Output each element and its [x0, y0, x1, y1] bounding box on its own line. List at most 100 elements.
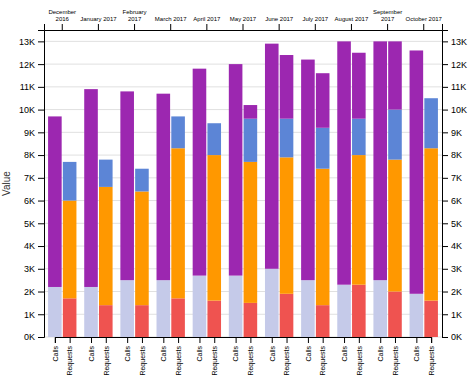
tick-label: 1K: [24, 310, 35, 320]
tick: Requests: [103, 337, 111, 376]
bar: [373, 280, 387, 337]
tick-label: 11K: [451, 82, 466, 92]
tick-mark: [442, 155, 448, 156]
tick: Calls: [377, 337, 384, 362]
tick: Calls: [88, 337, 95, 362]
tick: Requests: [356, 337, 364, 376]
bar: [135, 169, 149, 192]
tick-label: Requests: [175, 346, 183, 376]
tick-label: 2K: [24, 287, 35, 297]
bar: [48, 287, 62, 337]
bar: [265, 269, 279, 337]
tick-label: September2017: [373, 9, 402, 22]
tick-label: Requests: [392, 346, 400, 376]
tick: Calls: [305, 337, 312, 362]
tick: 9K: [442, 128, 462, 138]
bar: [157, 94, 171, 280]
tick-label: Requests: [428, 346, 436, 376]
tick-label: 9K: [451, 128, 462, 138]
tick-label: Calls: [160, 346, 167, 362]
bar: [120, 280, 134, 337]
tick-mark: [442, 41, 448, 42]
grid: [44, 41, 442, 337]
tick-mark: [442, 110, 448, 111]
bar: [352, 155, 366, 285]
tick-label: Calls: [269, 346, 276, 362]
tick: 1K: [24, 310, 44, 320]
bar: [63, 298, 77, 337]
tick-mark: [62, 24, 63, 30]
tick-label: 6K: [451, 196, 462, 206]
tick-mark: [38, 292, 44, 293]
axis-line: [443, 31, 449, 338]
tick-mark: [442, 337, 448, 338]
tick: February2017: [123, 9, 147, 30]
tick-label: Calls: [52, 346, 59, 362]
bar: [244, 105, 258, 119]
tick-label: 7K: [24, 173, 35, 183]
tick-mark: [38, 41, 44, 42]
tick: June 2017: [265, 16, 294, 30]
tick-mark: [442, 314, 448, 315]
tick-mark: [91, 337, 92, 343]
tick: 3K: [24, 264, 44, 274]
tick-label: Calls: [196, 346, 203, 362]
bar: [244, 162, 258, 303]
tick: 8K: [442, 150, 462, 160]
tick: Requests: [247, 337, 255, 376]
tick: 4K: [442, 241, 462, 251]
tick: Requests: [319, 337, 327, 376]
bar: [207, 123, 221, 124]
tick: 13K: [19, 37, 44, 47]
tick-mark: [351, 24, 352, 30]
tick-mark: [380, 337, 381, 343]
tick: Requests: [392, 337, 400, 376]
tick: 2K: [442, 287, 462, 297]
tick-mark: [442, 246, 448, 247]
bar: [410, 50, 424, 293]
tick-label: 5K: [24, 219, 35, 229]
bar: [84, 89, 98, 287]
tick-label: Requests: [356, 346, 364, 376]
tick-label: Calls: [377, 346, 384, 362]
tick-mark: [142, 337, 143, 343]
tick-label: 7K: [451, 173, 462, 183]
axis-line: [45, 24, 443, 31]
bar: [135, 305, 149, 337]
plot: 0K1K2K3K4K5K6K7K8K9K10K11K12K13K0K1K2K3K…: [1, 9, 467, 375]
tick-mark: [199, 337, 200, 343]
tick: Calls: [413, 337, 420, 362]
tick-mark: [287, 337, 288, 343]
tick-mark: [395, 337, 396, 343]
tick-label: 4K: [24, 241, 35, 251]
tick-mark: [442, 87, 448, 88]
tick-mark: [38, 155, 44, 156]
tick-mark: [442, 178, 448, 179]
tick: 5K: [24, 219, 44, 229]
tick-label: 12K: [451, 59, 467, 69]
tick-label: 4K: [451, 241, 462, 251]
tick-label: April 2017: [193, 16, 221, 22]
bar: [337, 41, 351, 284]
tick: 7K: [442, 173, 462, 183]
bar: [48, 116, 62, 287]
tick-label: Calls: [305, 346, 312, 362]
tick-label: 6K: [24, 196, 35, 206]
bar: [424, 98, 438, 99]
tick-mark: [38, 223, 44, 224]
tick-mark: [38, 132, 44, 133]
bar: [207, 155, 221, 301]
y-axis-title: Value: [1, 171, 12, 196]
tick-mark: [178, 337, 179, 343]
tick-mark: [55, 337, 56, 343]
bars: [48, 41, 438, 337]
tick: 6K: [24, 196, 44, 206]
tick-mark: [416, 337, 417, 343]
tick-label: 0K: [24, 332, 35, 342]
tick-label: 12K: [19, 59, 35, 69]
tick-mark: [236, 337, 237, 343]
tick: 0K: [442, 332, 462, 342]
bar: [388, 160, 402, 292]
bar: [280, 55, 294, 119]
tick-label: 9K: [24, 128, 35, 138]
